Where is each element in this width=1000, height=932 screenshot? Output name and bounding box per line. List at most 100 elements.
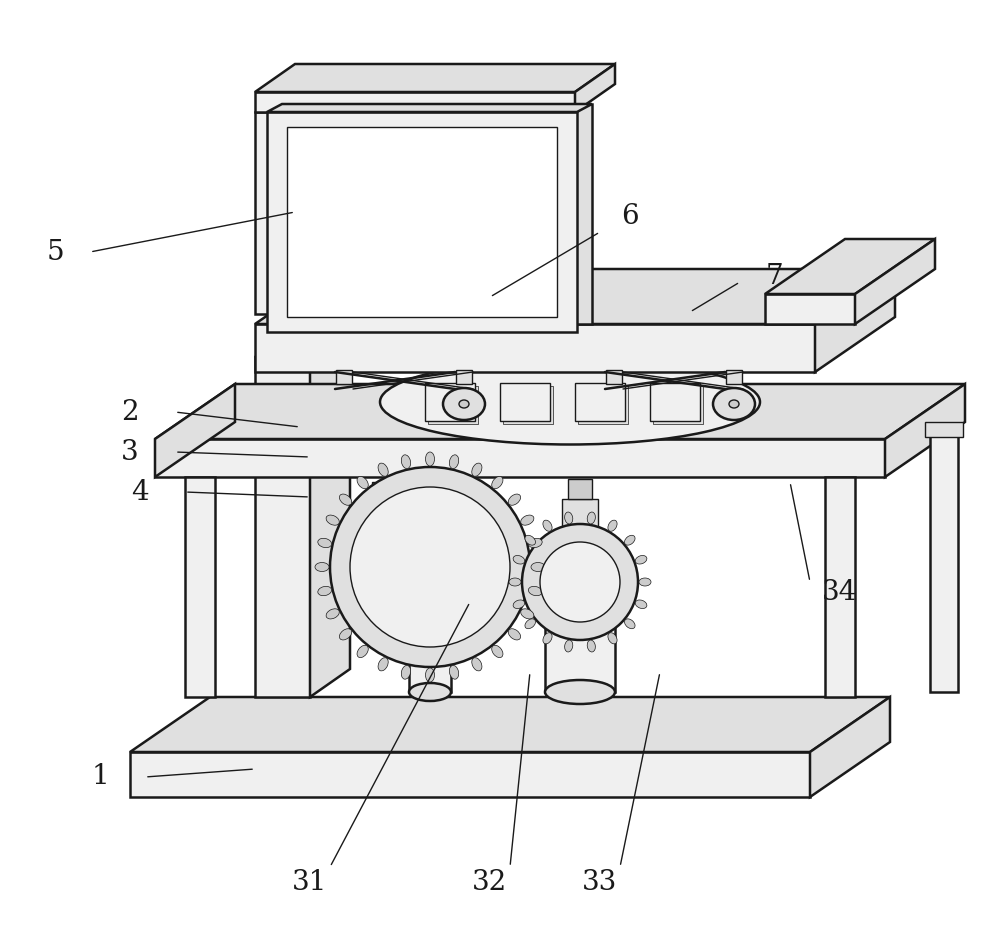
Polygon shape	[885, 384, 965, 477]
Bar	[578, 386, 628, 424]
Polygon shape	[155, 384, 235, 477]
Ellipse shape	[521, 515, 534, 526]
Bar	[575, 383, 625, 421]
Ellipse shape	[525, 535, 535, 545]
Bar	[372, 482, 408, 512]
Ellipse shape	[326, 515, 339, 526]
Circle shape	[330, 467, 530, 667]
Polygon shape	[255, 357, 310, 697]
Polygon shape	[765, 294, 855, 324]
Bar	[568, 479, 592, 499]
Bar	[378, 510, 402, 532]
Bar	[287, 127, 557, 317]
Bar	[503, 386, 553, 424]
Polygon shape	[815, 269, 895, 372]
Polygon shape	[155, 384, 965, 439]
Ellipse shape	[513, 600, 525, 609]
Bar	[606, 370, 622, 384]
Bar	[925, 422, 963, 437]
Text: 2: 2	[121, 399, 139, 426]
Bar	[650, 383, 700, 421]
Polygon shape	[765, 239, 935, 294]
Bar	[425, 383, 475, 421]
Polygon shape	[810, 697, 890, 797]
Ellipse shape	[565, 640, 573, 652]
Polygon shape	[255, 329, 350, 357]
Polygon shape	[255, 92, 575, 112]
Bar	[305, 319, 355, 347]
Ellipse shape	[625, 619, 635, 629]
Circle shape	[540, 542, 620, 622]
Text: 5: 5	[46, 239, 64, 266]
Bar	[428, 386, 478, 424]
Ellipse shape	[545, 603, 615, 627]
Polygon shape	[185, 477, 215, 697]
Ellipse shape	[318, 539, 332, 548]
Polygon shape	[282, 104, 592, 324]
Ellipse shape	[509, 578, 521, 586]
Ellipse shape	[305, 337, 355, 357]
Ellipse shape	[426, 452, 434, 466]
Bar	[653, 386, 703, 424]
Polygon shape	[310, 329, 350, 697]
Ellipse shape	[492, 645, 503, 658]
Bar	[500, 383, 550, 421]
Ellipse shape	[315, 563, 329, 571]
Ellipse shape	[409, 683, 451, 701]
Polygon shape	[825, 477, 855, 697]
Polygon shape	[130, 697, 890, 752]
Polygon shape	[255, 112, 310, 314]
Ellipse shape	[339, 629, 352, 640]
Ellipse shape	[608, 633, 617, 644]
Ellipse shape	[357, 476, 368, 488]
Polygon shape	[310, 84, 350, 314]
Ellipse shape	[528, 539, 542, 548]
Ellipse shape	[635, 555, 647, 564]
Ellipse shape	[326, 609, 339, 619]
Ellipse shape	[513, 555, 525, 564]
Ellipse shape	[409, 608, 451, 626]
Circle shape	[522, 524, 638, 640]
Ellipse shape	[508, 494, 521, 505]
Ellipse shape	[378, 658, 388, 671]
Text: 7: 7	[766, 264, 784, 291]
Ellipse shape	[401, 455, 411, 469]
Ellipse shape	[525, 619, 535, 629]
Polygon shape	[267, 112, 577, 332]
Text: 1: 1	[91, 763, 109, 790]
Polygon shape	[155, 439, 885, 477]
Polygon shape	[267, 104, 592, 112]
Ellipse shape	[587, 512, 595, 524]
Ellipse shape	[357, 645, 368, 658]
Ellipse shape	[545, 680, 615, 704]
Ellipse shape	[380, 360, 760, 445]
Polygon shape	[255, 269, 895, 324]
Bar	[562, 499, 598, 534]
Bar	[409, 617, 451, 692]
Text: 6: 6	[621, 203, 639, 230]
Ellipse shape	[528, 586, 542, 596]
Ellipse shape	[443, 388, 485, 420]
Text: 33: 33	[582, 869, 618, 896]
Ellipse shape	[608, 520, 617, 531]
Polygon shape	[575, 64, 615, 112]
Ellipse shape	[449, 455, 459, 469]
Ellipse shape	[472, 658, 482, 671]
Circle shape	[350, 487, 510, 647]
Ellipse shape	[378, 463, 388, 476]
Ellipse shape	[531, 563, 545, 571]
Ellipse shape	[543, 520, 552, 531]
Text: 32: 32	[472, 869, 508, 896]
Ellipse shape	[459, 400, 469, 408]
Polygon shape	[855, 239, 935, 324]
Polygon shape	[130, 752, 810, 797]
Bar	[545, 615, 615, 692]
Polygon shape	[255, 64, 615, 92]
Text: 3: 3	[121, 438, 139, 465]
Polygon shape	[255, 324, 815, 372]
Bar	[930, 432, 958, 692]
Text: 4: 4	[131, 478, 149, 505]
Bar	[726, 370, 742, 384]
Ellipse shape	[508, 629, 521, 640]
Ellipse shape	[565, 512, 573, 524]
